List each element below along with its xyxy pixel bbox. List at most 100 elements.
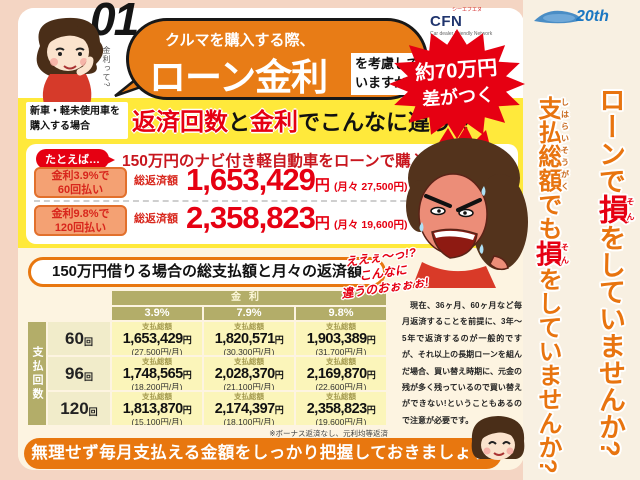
cell-label: 支払総額 (326, 357, 356, 366)
count-value: 120 (60, 398, 89, 418)
sidebar1-post: をしていませんか? (595, 224, 625, 457)
row-label-120: 120 回 (48, 392, 110, 425)
repayment-table: 金利 3.9% 7.9% 9.8% 支払回数 60 回 支払総額 1,653,4… (28, 291, 386, 425)
cell-monthly: (31,700円/月) (315, 346, 367, 355)
shocked-character-illustration (398, 126, 532, 293)
cell-label: 支払総額 (234, 392, 264, 401)
rate-header-3: 9.8% (296, 307, 386, 320)
table-cell: 支払総額 2,028,370円 (21,100円/月) (204, 357, 294, 390)
amount: 1,813,870 (122, 401, 184, 418)
purchase-condition-box: 新車・軽未使用車を 購入する場合 (26, 102, 128, 139)
cell-amount: 1,653,429円 (112, 331, 202, 348)
table-cell: 支払総額 1,903,389円 (31,700円/月) (296, 322, 386, 355)
sidebar2-base: 支払総額 しはらいそうがく (534, 96, 570, 192)
anniversary-logo: 20th (532, 6, 609, 28)
amount: 2,028,370 (214, 366, 276, 383)
cell-amount: 1,748,565円 (112, 366, 202, 383)
unit: 円 (274, 405, 284, 416)
condition-line1: 新車・軽未使用車を (30, 106, 120, 117)
price-gap-text: 約70万円 差がつく (386, 49, 528, 113)
cell-amount: 2,028,370円 (204, 366, 294, 383)
badge-high-line2: 120回払い (54, 221, 107, 234)
rate-badge-low: 金利3.9%で 60回払い (34, 167, 127, 198)
headline-main-text: ローン金利 (149, 57, 328, 98)
cell-amount: 1,813,870円 (112, 401, 202, 418)
amount: 1,653,429 (122, 331, 184, 348)
headline-speech-bubble: クルマを購入する際、 ローン金利 を考慮して いますか? (126, 18, 429, 100)
headline-top-line: クルマを購入する際、 (165, 32, 315, 49)
sidebar1-loss: 損そん (594, 194, 635, 225)
cell-label: 支払総額 (142, 322, 172, 331)
cell-monthly: (21,100円/月) (223, 381, 275, 390)
amount: 1,903,389 (306, 331, 368, 348)
amount: 2,169,870 (306, 366, 368, 383)
unit: 円 (366, 370, 376, 381)
count-value: 96 (65, 363, 84, 383)
badge-low-line2: 60回払い (57, 183, 104, 196)
table-cell: 支払総額 1,820,571円 (30,300円/月) (204, 322, 294, 355)
cell-label: 支払総額 (234, 322, 264, 331)
sidebar2-loss: 損そん (532, 240, 570, 267)
cell-monthly: (15,100円/月) (131, 416, 183, 425)
cell-monthly: (18,100円/月) (223, 416, 275, 425)
bottom-advice-banner: 無理せず毎月支払える金額をしっかり把握しておきましょう! (24, 438, 502, 469)
table-cell: 支払総額 2,174,397円 (18,100円/月) (204, 392, 294, 425)
repayment-amount-group: 1,653,429 円 (月々 27,500円) (186, 162, 407, 198)
repayment-amount-low: 1,653,429 (186, 162, 316, 197)
badge-low-line1: 金利3.9%で (51, 170, 110, 182)
sidebar-copy-total: 支払総額 しはらいそうがくでも損そんをしていませんか? (528, 96, 570, 474)
cell-monthly: (22,600円/月) (315, 381, 367, 390)
monthly-payment-high: (月々 19,600円) (333, 219, 408, 231)
repayment-amount-high: 2,358,823 (186, 200, 316, 235)
cfn-logo-subtitle: Car dealer Friendly Network (430, 31, 493, 37)
car-swoosh-icon (534, 10, 582, 24)
example-divider (34, 200, 426, 202)
woman-character-illustration (18, 12, 118, 109)
rate-header-2: 7.9% (204, 307, 294, 320)
sidebar2-loss-ruby: そん (560, 240, 570, 267)
total-repayment-label: 総返済額 (134, 175, 178, 187)
rate-header-1: 3.9% (112, 307, 202, 320)
yen-unit: 円 (314, 215, 330, 232)
banner-title-seg2: と (228, 110, 251, 135)
repayment-row-low: 総返済額 1,653,429 円 (月々 27,500円) (134, 162, 407, 198)
cell-label: 支払総額 (326, 322, 356, 331)
advice-paragraph: 現在、36ヶ月、60ヶ月など毎月返済することを前提に、3年〜5年で返済するのが一… (402, 301, 522, 425)
condition-line2: 購入する場合 (30, 120, 90, 132)
banner-title-seg3: 金利 (250, 109, 299, 136)
example-tag: たとえば… (36, 149, 115, 169)
sidebar-copy-loan: ローンで損 そんをしていませんか? (588, 86, 635, 457)
sidebar2-mid: でも (534, 192, 561, 240)
payment-count-group-header: 支払回数 (28, 322, 46, 425)
happy-character-illustration (466, 411, 530, 478)
monthly-payment-low: (月々 27,500円) (333, 181, 408, 193)
yen-unit: 円 (314, 177, 330, 194)
amount: 2,174,397 (214, 401, 276, 418)
cell-monthly: (30,300円/月) (223, 346, 275, 355)
table-cell: 支払総額 1,748,565円 (18,200円/月) (112, 357, 202, 390)
cell-amount: 2,169,870円 (296, 366, 386, 383)
cfn-logo: シーエフエヌ CFN Car dealer Friendly Network (430, 6, 526, 37)
badge-high-line1: 金利9.8%で (51, 208, 110, 220)
unit: 円 (182, 335, 192, 346)
cell-monthly: (19,600円/月) (315, 416, 367, 425)
rate-group-header: 金利 (112, 291, 386, 305)
anniversary-20th-text: 20th (576, 8, 609, 25)
row-label-60: 60 回 (48, 322, 110, 355)
cfn-logo-kana: シーエフエヌ (452, 7, 483, 13)
amount: 1,820,571 (214, 331, 276, 348)
cell-label: 支払総額 (234, 357, 264, 366)
price-gap-starburst: 約70万円 差がつく (388, 28, 526, 140)
table-footnote: ※ボーナス返済なし、元利均等返済 (269, 429, 388, 438)
cell-amount: 2,358,823円 (296, 401, 386, 418)
cell-label: 支払総額 (142, 392, 172, 401)
sidebar2-post: をしていませんか? (534, 266, 561, 474)
row-label-96: 96 回 (48, 357, 110, 390)
cell-label: 支払総額 (326, 392, 356, 401)
count-unit: 回 (83, 336, 93, 347)
count-unit: 回 (88, 406, 98, 417)
repayment-amount-group: 2,358,823 円 (月々 19,600円) (186, 200, 407, 236)
unit: 円 (366, 335, 376, 346)
unit: 円 (182, 370, 192, 381)
